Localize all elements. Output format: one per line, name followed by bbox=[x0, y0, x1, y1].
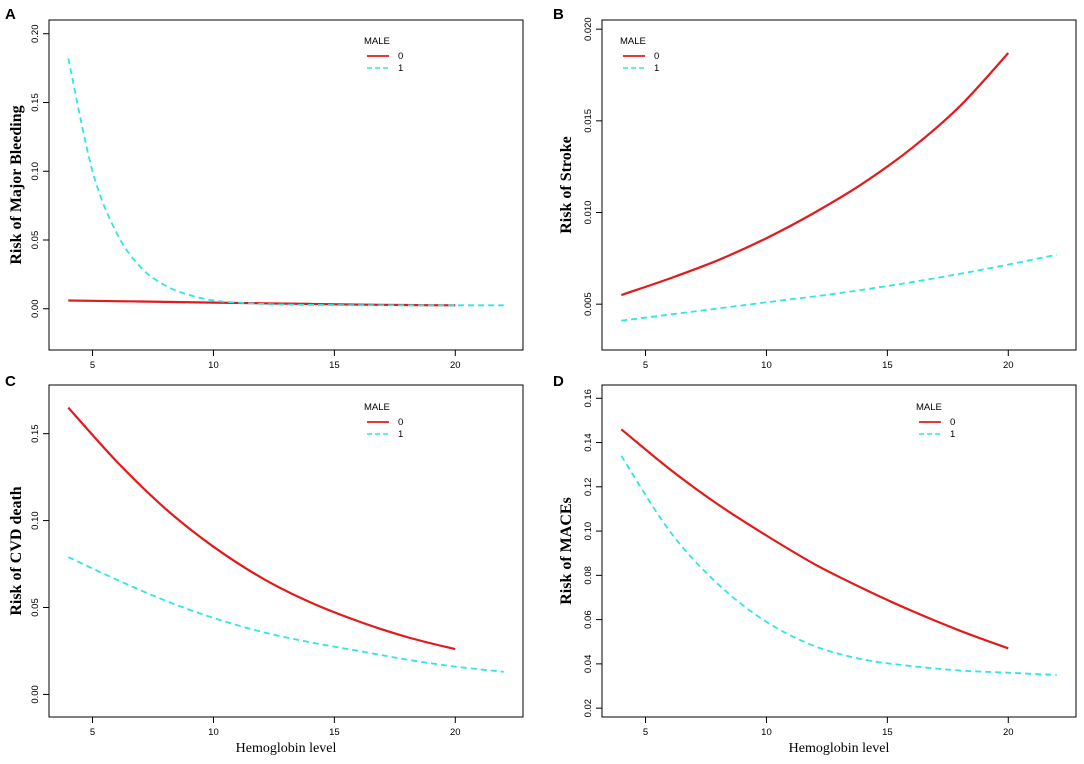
plot-frame bbox=[48, 384, 524, 718]
legend-label: 0 bbox=[654, 51, 659, 62]
y-tick-label: 0.08 bbox=[583, 566, 594, 585]
panel-letter: C bbox=[5, 373, 16, 390]
legend: MALE 01 bbox=[364, 402, 403, 440]
y-tick-label: 0.06 bbox=[583, 610, 594, 629]
y-tick-label: 0.005 bbox=[583, 292, 594, 316]
y-tick-label: 0.05 bbox=[30, 231, 41, 250]
series-line-male-1 bbox=[621, 253, 1057, 322]
panel-c: C 5 10 15 20 0.00 0.05 0.10 0.15 Risk of CVD deat… bbox=[5, 373, 524, 756]
y-tick-label: 0.02 bbox=[583, 699, 594, 718]
y-tick-label: 0.15 bbox=[30, 424, 41, 443]
legend-title: MALE bbox=[916, 402, 942, 413]
y-axis-label: Risk of MACEs bbox=[558, 497, 575, 605]
series-line-male-1 bbox=[67, 556, 504, 673]
y-tick-label: 0.015 bbox=[583, 109, 594, 133]
series-line-male-0 bbox=[620, 52, 1010, 297]
x-tick-label: 5 bbox=[643, 727, 648, 738]
legend-label: 0 bbox=[950, 417, 955, 428]
legend-label: 1 bbox=[398, 63, 403, 74]
x-axis-label: Hemoglobin level bbox=[236, 741, 337, 756]
y-tick-label: 0.15 bbox=[30, 93, 41, 112]
x-tick-label: 15 bbox=[329, 727, 340, 738]
legend-label: 0 bbox=[398, 51, 403, 62]
panel-d: D 5 10 15 20 0.02 0.04 0.06 0.08 0.10 0.12 0.14 0.16… bbox=[553, 373, 1077, 756]
y-tick-label: 0.00 bbox=[30, 685, 41, 704]
x-tick-label: 10 bbox=[208, 727, 219, 738]
panel-a: A 5 10 15 20 0.00 0.05 0.10 0.15 0.20 Risk of Majo… bbox=[5, 6, 524, 371]
legend-label: 1 bbox=[950, 429, 955, 440]
x-tick-label: 20 bbox=[450, 360, 461, 371]
y-axis-label: Risk of Major Bleeding bbox=[8, 105, 25, 264]
legend-title: MALE bbox=[364, 402, 390, 413]
y-tick-label: 0.04 bbox=[583, 655, 594, 674]
series-line-male-0 bbox=[620, 428, 1009, 650]
y-tick-label: 0.00 bbox=[30, 300, 41, 319]
y-tick-label: 0.10 bbox=[583, 522, 594, 541]
y-tick-label: 0.10 bbox=[30, 511, 41, 530]
x-axis-label: Hemoglobin level bbox=[789, 741, 890, 756]
x-tick-label: 20 bbox=[1003, 727, 1014, 738]
plot-frame bbox=[601, 19, 1077, 351]
y-tick-label: 0.020 bbox=[583, 17, 594, 41]
y-tick-label: 0.16 bbox=[583, 389, 594, 408]
y-tick-label: 0.010 bbox=[583, 201, 594, 225]
plot-frame bbox=[48, 19, 524, 351]
x-tick-label: 10 bbox=[208, 360, 219, 371]
x-tick-label: 15 bbox=[882, 360, 893, 371]
panel-letter: B bbox=[553, 6, 564, 23]
y-tick-label: 0.05 bbox=[30, 598, 41, 617]
x-tick-label: 20 bbox=[450, 727, 461, 738]
x-tick-label: 15 bbox=[329, 360, 340, 371]
y-axis-label: Risk of Stroke bbox=[558, 136, 575, 234]
legend: MALE 01 bbox=[620, 36, 659, 74]
series-line-male-1 bbox=[620, 455, 1057, 676]
legend-label: 0 bbox=[398, 417, 403, 428]
y-tick-label: 0.12 bbox=[583, 478, 594, 497]
y-axis-label: Risk of CVD death bbox=[8, 486, 25, 615]
x-tick-label: 5 bbox=[643, 360, 648, 371]
y-tick-label: 0.10 bbox=[30, 162, 41, 181]
legend-title: MALE bbox=[620, 36, 646, 47]
x-tick-label: 15 bbox=[882, 727, 893, 738]
panel-letter: A bbox=[5, 6, 16, 23]
panel-letter: D bbox=[553, 373, 564, 390]
x-tick-label: 5 bbox=[90, 727, 95, 738]
x-tick-label: 10 bbox=[761, 360, 772, 371]
legend: MALE 01 bbox=[364, 36, 403, 74]
plot-frame bbox=[601, 384, 1077, 718]
legend-label: 1 bbox=[654, 63, 659, 74]
x-tick-label: 10 bbox=[761, 727, 772, 738]
y-tick-label: 0.20 bbox=[30, 25, 41, 44]
panel-b: B 5 10 15 20 0.005 0.010 0.015 0.020 Risk of Stro… bbox=[553, 6, 1077, 371]
x-tick-label: 5 bbox=[90, 360, 95, 371]
series-line-male-1 bbox=[67, 58, 504, 307]
legend-title: MALE bbox=[364, 36, 390, 47]
legend-label: 1 bbox=[398, 429, 403, 440]
series-line-male-0 bbox=[67, 406, 456, 651]
x-tick-label: 20 bbox=[1003, 360, 1014, 371]
legend: MALE 01 bbox=[916, 402, 955, 440]
y-tick-label: 0.14 bbox=[583, 433, 594, 452]
